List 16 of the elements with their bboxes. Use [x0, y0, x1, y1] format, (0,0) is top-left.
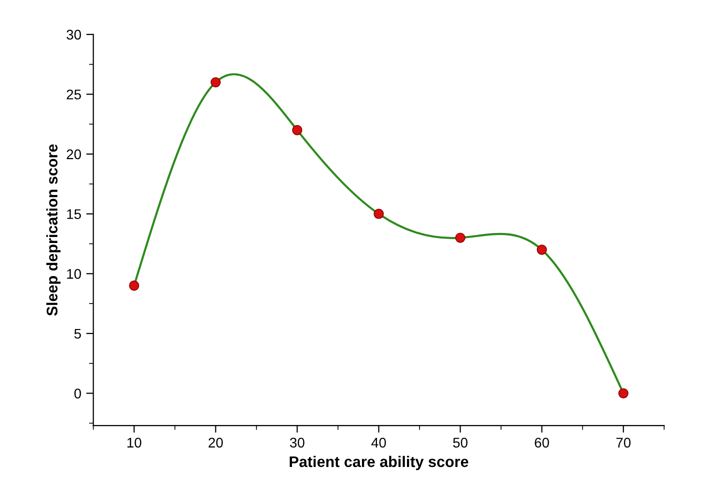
y-tick-label: 10 — [67, 269, 81, 279]
y-tick-label: 25 — [66, 90, 81, 100]
x-tick-label: 10 — [127, 438, 142, 448]
x-tick-label: 60 — [534, 438, 550, 448]
x-tick-label: 50 — [453, 438, 468, 448]
y-axis-title: Sleep deprication score — [46, 144, 61, 316]
x-tick-label: 30 — [290, 438, 304, 448]
x-axis-title: Patient care ability score — [290, 456, 468, 470]
y-tick-label: 0 — [74, 388, 81, 398]
y-tick-label: 30 — [66, 30, 81, 40]
y-tick-label: 5 — [74, 328, 81, 339]
y-tick-label: 15 — [67, 209, 81, 220]
x-tick-label: 70 — [616, 438, 631, 448]
x-tick-label: 20 — [208, 438, 223, 448]
y-tick-label: 20 — [66, 149, 81, 160]
x-tick-label: 40 — [371, 438, 386, 448]
